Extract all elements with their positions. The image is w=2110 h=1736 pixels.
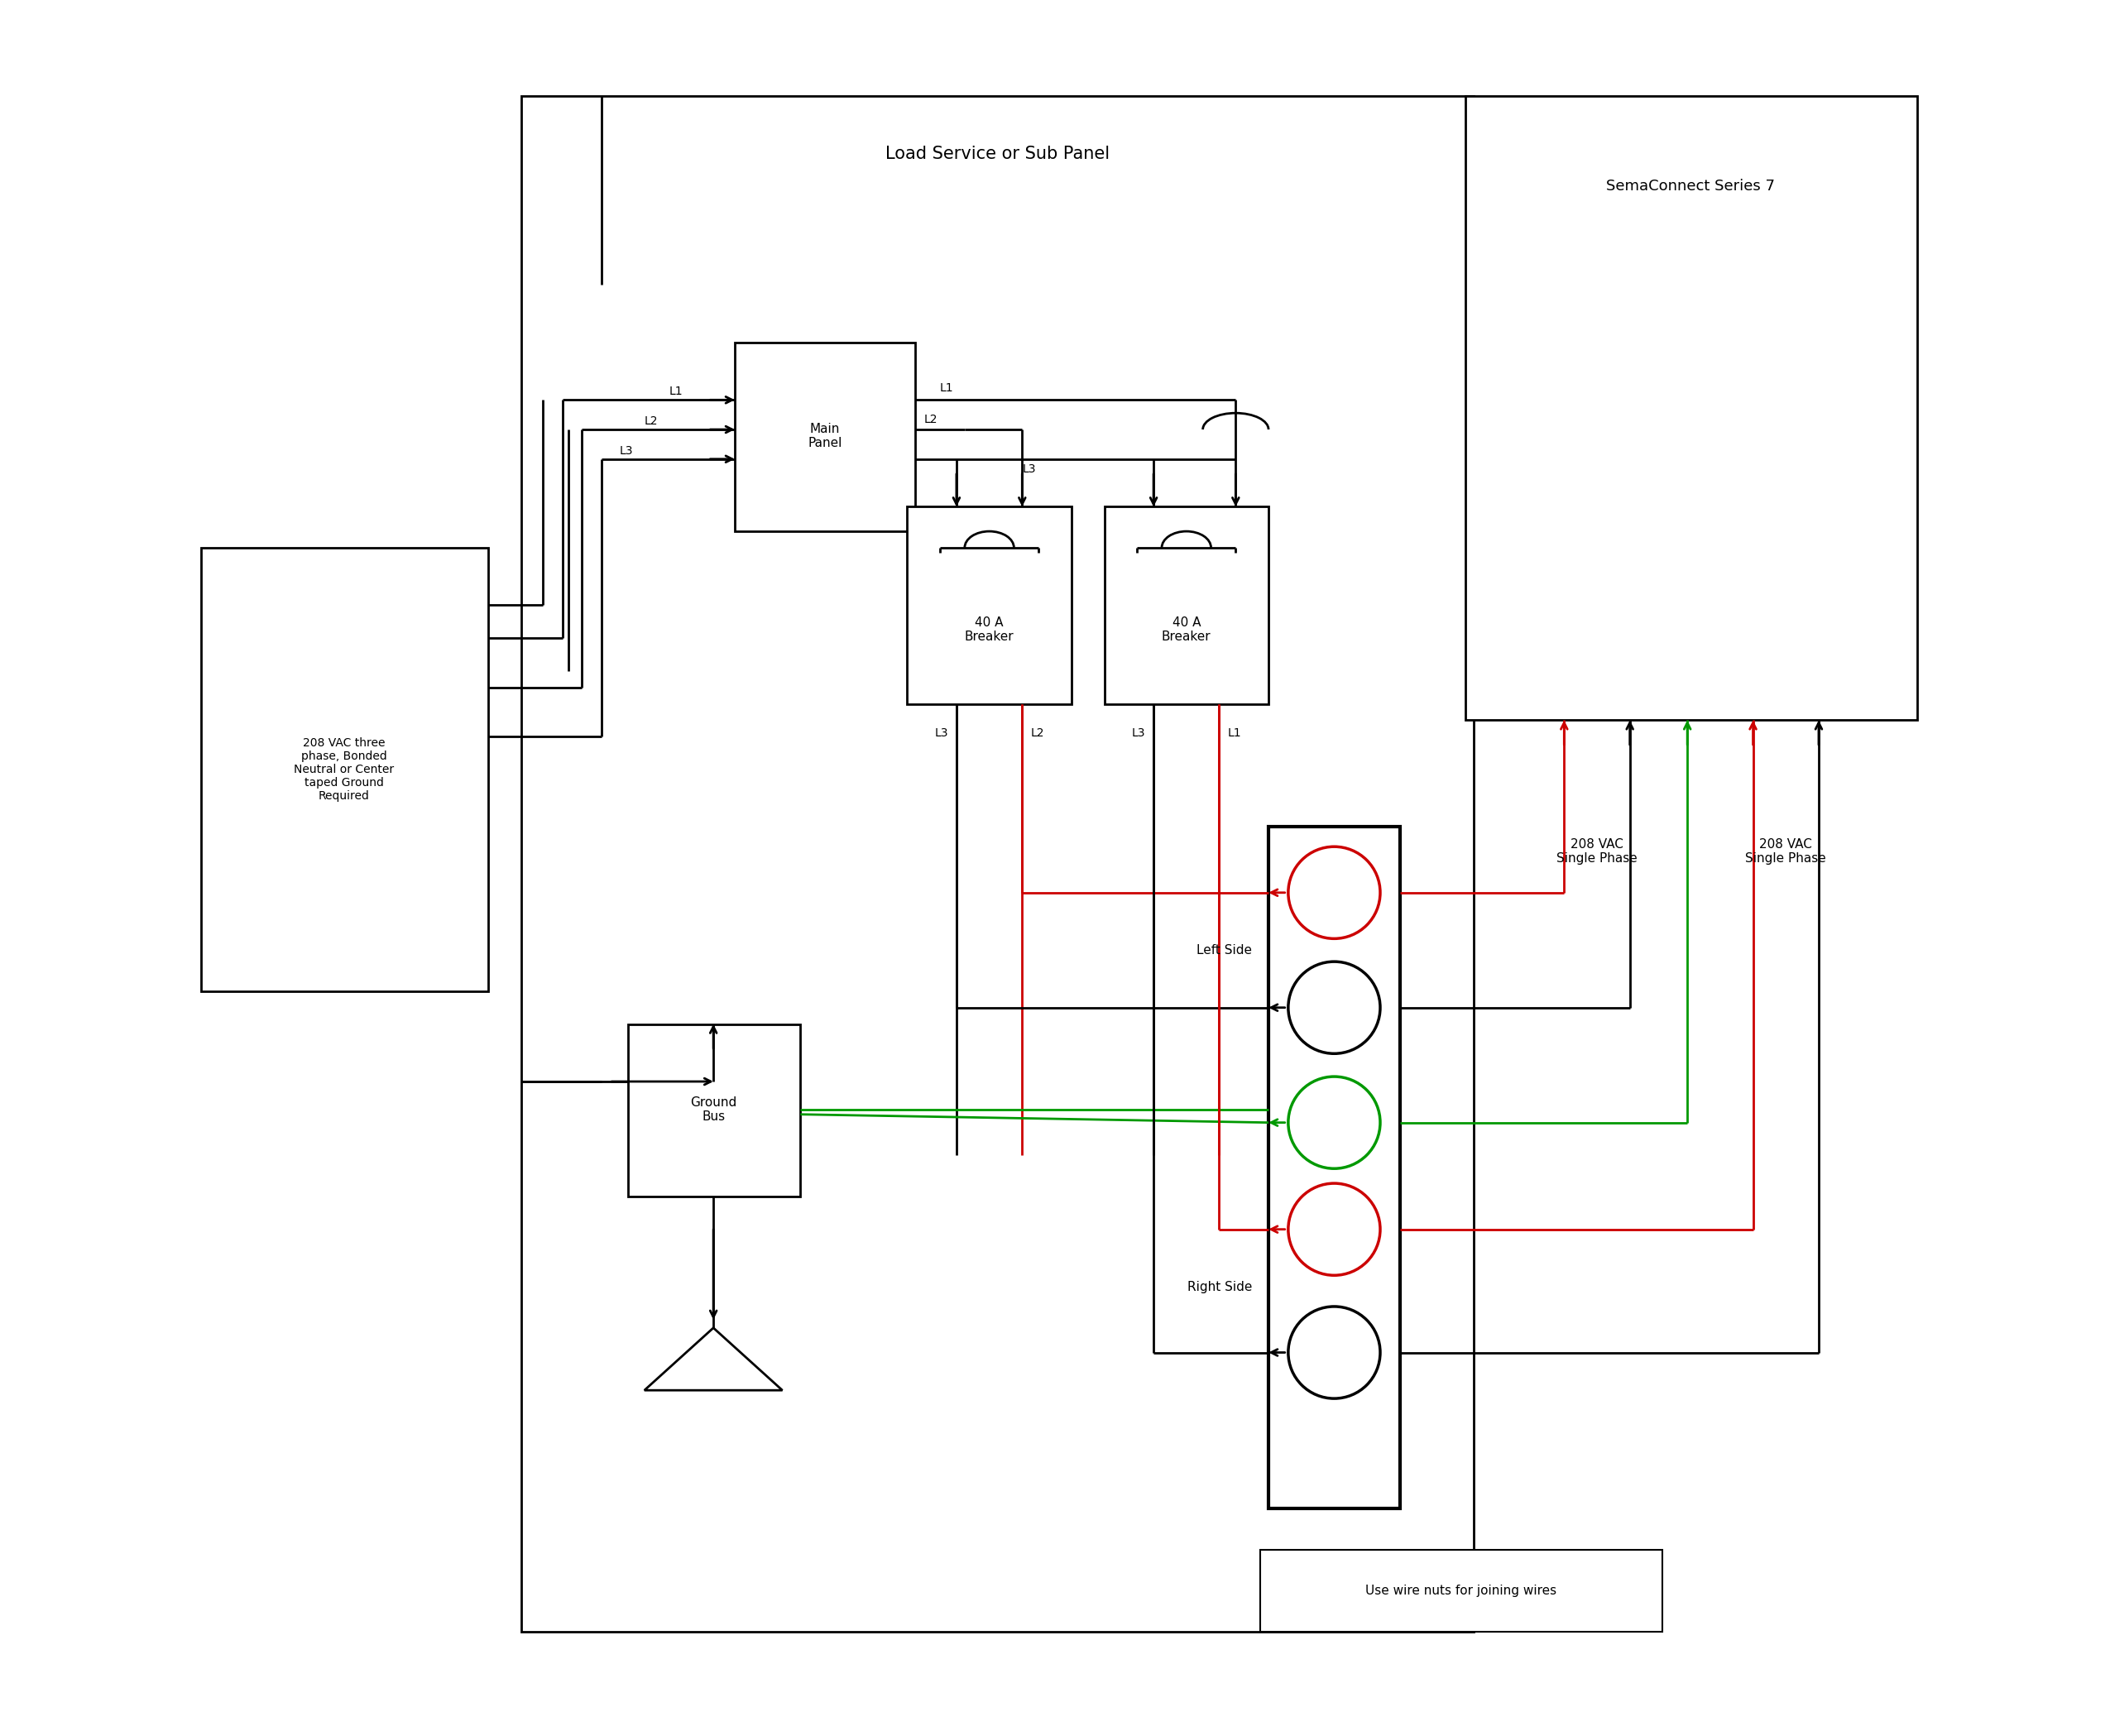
Bar [1268, 826, 1399, 1509]
Text: L1: L1 [1228, 727, 1241, 740]
Text: L3: L3 [1021, 464, 1036, 474]
Text: 40 A
Breaker: 40 A Breaker [964, 616, 1015, 644]
Text: Ground
Bus: Ground Bus [690, 1095, 736, 1123]
Text: Main
Panel: Main Panel [808, 422, 842, 450]
Text: L3: L3 [620, 444, 633, 457]
Text: 208 VAC
Single Phase: 208 VAC Single Phase [1557, 838, 1637, 865]
Text: L2: L2 [644, 415, 658, 427]
Bar [734, 342, 916, 531]
Text: Load Service or Sub Panel: Load Service or Sub Panel [886, 146, 1110, 161]
Bar [629, 1024, 800, 1196]
Text: SemaConnect Series 7: SemaConnect Series 7 [1606, 179, 1775, 194]
Text: Left Side: Left Side [1196, 944, 1251, 957]
Circle shape [1289, 1076, 1380, 1168]
Text: L1: L1 [669, 385, 684, 398]
Text: Right Side: Right Side [1188, 1281, 1251, 1293]
Circle shape [1289, 962, 1380, 1054]
Circle shape [1289, 1307, 1380, 1399]
Bar [521, 95, 1473, 1632]
Text: 40 A
Breaker: 40 A Breaker [1163, 616, 1211, 644]
Text: L2: L2 [924, 413, 937, 425]
Bar [1104, 507, 1268, 703]
Text: Use wire nuts for joining wires: Use wire nuts for joining wires [1365, 1585, 1557, 1597]
Text: 208 VAC three
phase, Bonded
Neutral or Center
taped Ground
Required: 208 VAC three phase, Bonded Neutral or C… [293, 736, 395, 802]
Circle shape [1289, 1184, 1380, 1276]
Text: L3: L3 [935, 727, 947, 740]
Bar [200, 549, 487, 991]
Circle shape [1289, 847, 1380, 939]
Text: L1: L1 [941, 382, 954, 394]
Bar [1466, 95, 1918, 720]
Bar [907, 507, 1072, 703]
Text: L2: L2 [1030, 727, 1044, 740]
Bar [1260, 1550, 1663, 1632]
Text: L3: L3 [1131, 727, 1146, 740]
Text: 208 VAC
Single Phase: 208 VAC Single Phase [1745, 838, 1827, 865]
